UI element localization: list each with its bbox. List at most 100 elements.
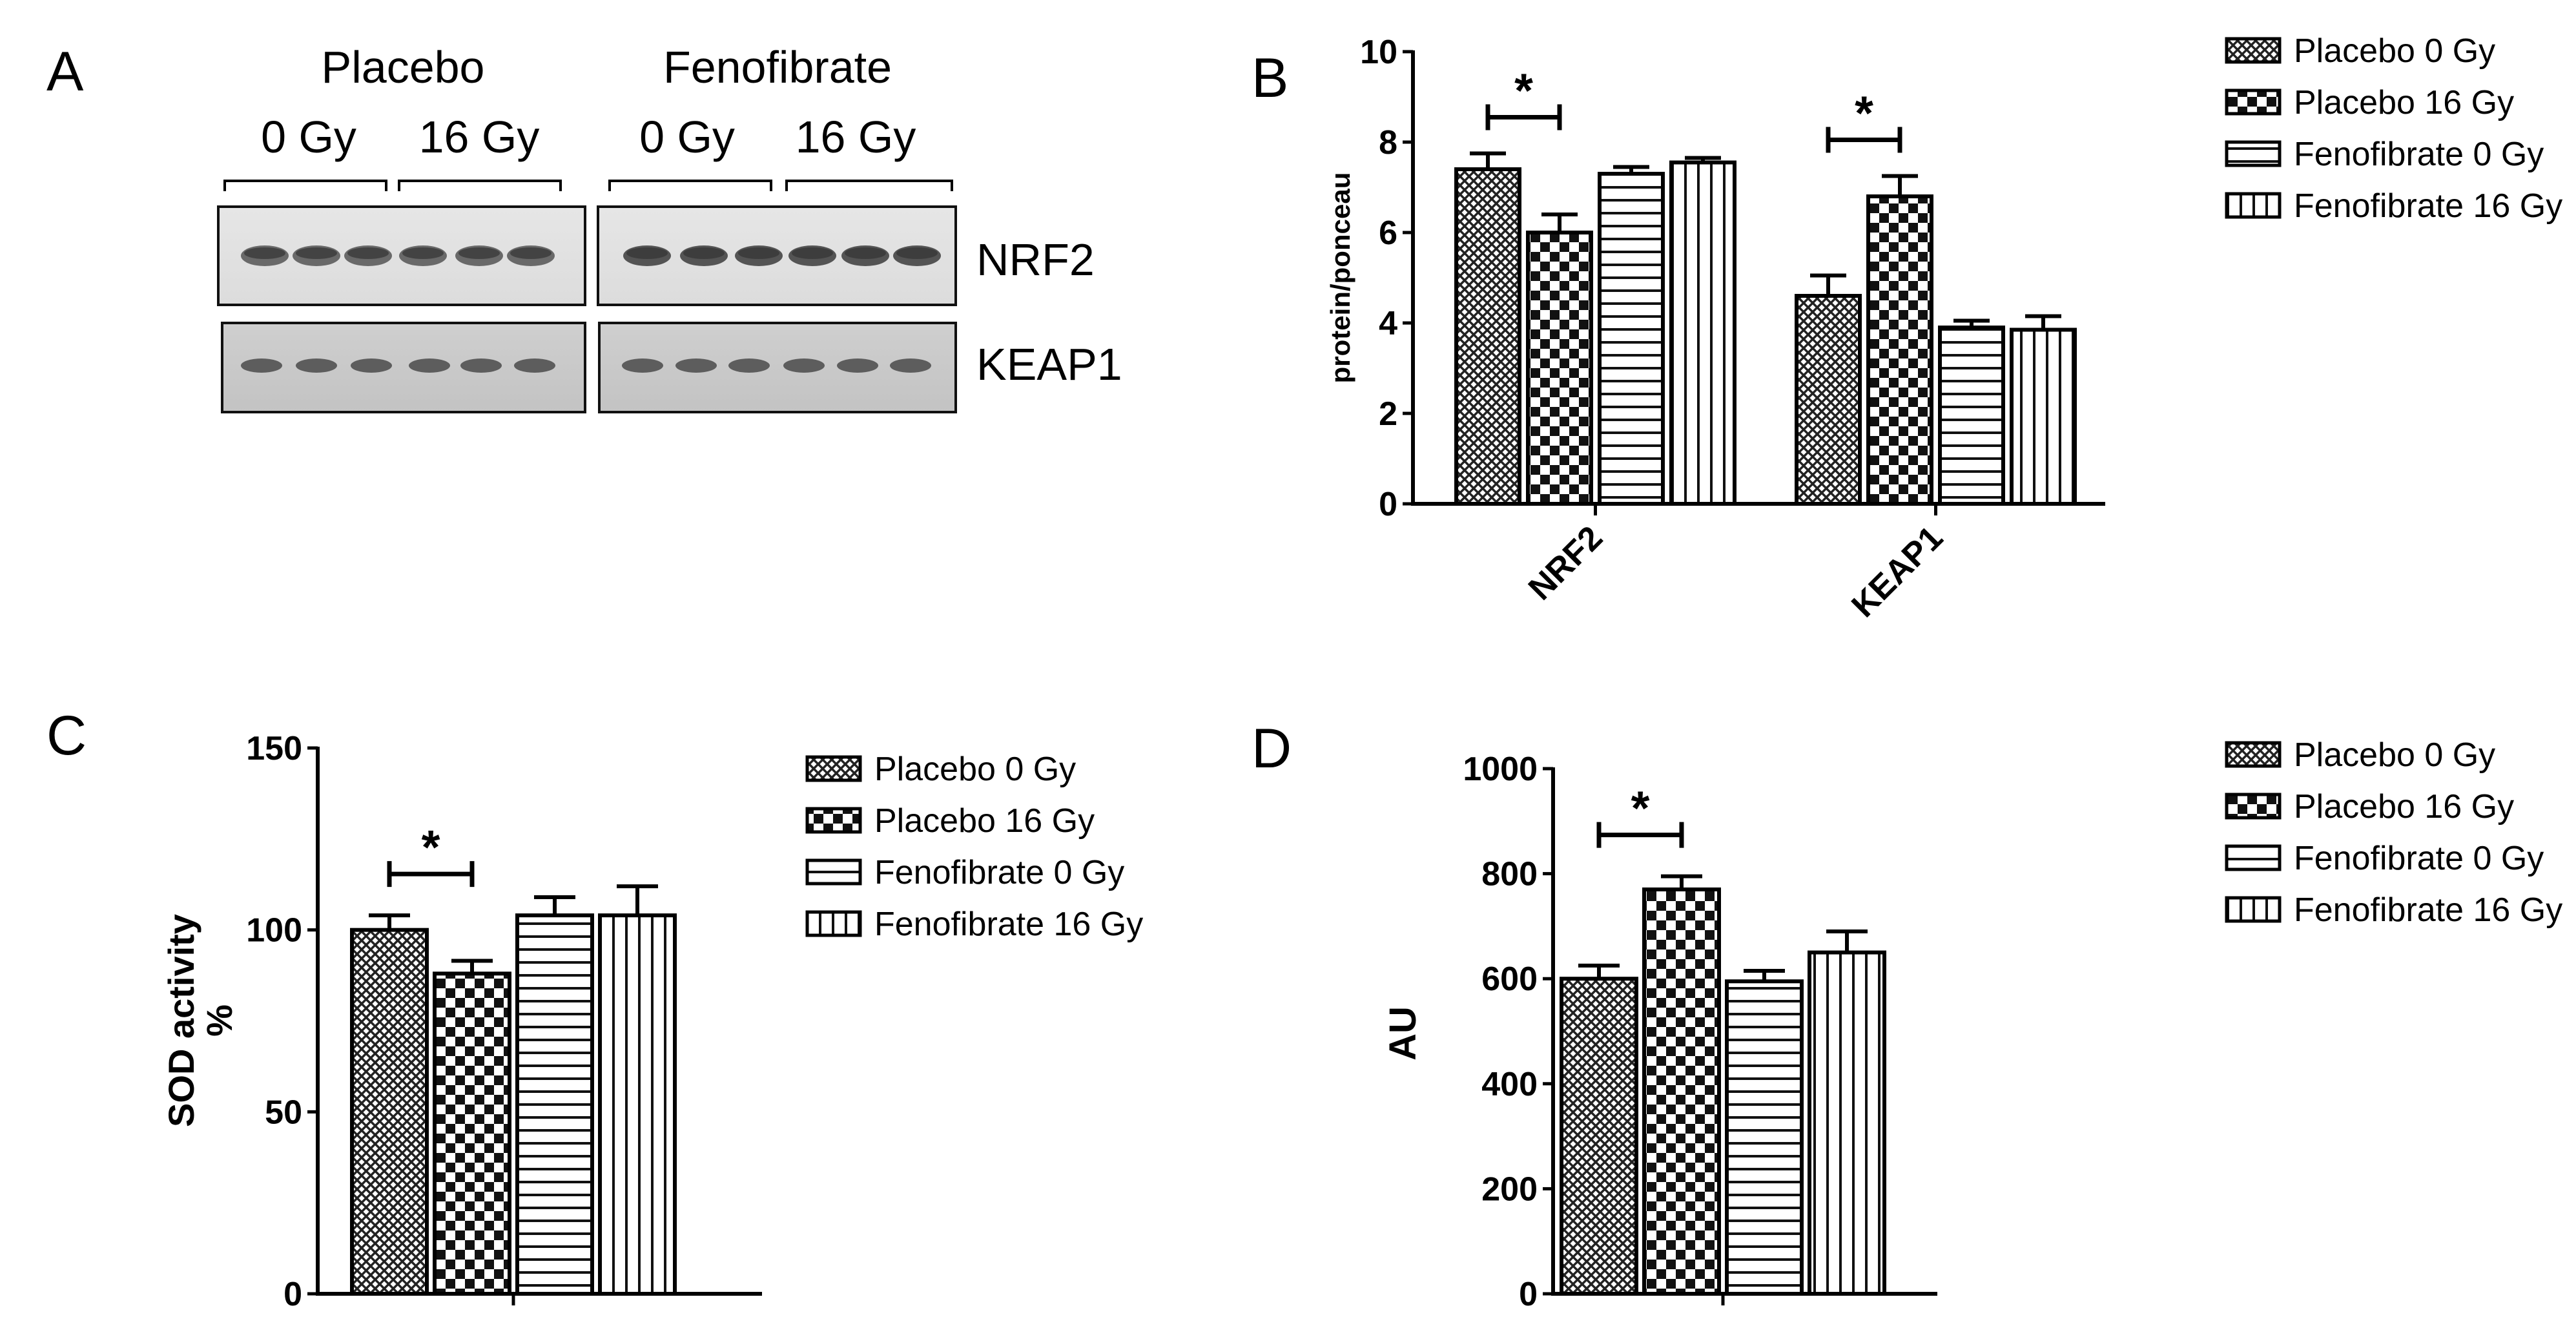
y-tick-label: 50 xyxy=(265,1094,302,1131)
legend-label: Fenofibrate 16 Gy xyxy=(874,906,1143,943)
y-axis-title: % xyxy=(199,1004,240,1037)
blot-dose-placebo-0gy: 0 Gy xyxy=(261,112,356,162)
bar-placebo-16-gy xyxy=(1642,887,1721,1296)
blot-band-keap1 xyxy=(460,358,502,373)
legend-label: Placebo 16 Gy xyxy=(2294,788,2514,825)
y-tick-label: 200 xyxy=(1481,1170,1538,1208)
blot-bracket-fenofibrate-0gy xyxy=(608,180,772,191)
bar-fenofibrate-16-gy xyxy=(598,913,677,1296)
legend-swatch xyxy=(805,807,862,834)
y-tick-label: 1000 xyxy=(1463,751,1538,788)
y-tick-label: 400 xyxy=(1481,1066,1538,1103)
bar-placebo-16-gy-nrf2 xyxy=(1526,231,1593,506)
bar-fenofibrate-16-gy-keap1 xyxy=(2010,327,2077,506)
y-tick-label: 4 xyxy=(1379,305,1397,342)
legend-swatch xyxy=(805,858,862,886)
blot-band-nrf2-core xyxy=(738,247,779,259)
panel-a: A Placebo Fenofibrate 0 Gy 16 Gy 0 Gy 16… xyxy=(46,41,1122,413)
blot-dose-fenofibrate-0gy: 0 Gy xyxy=(639,112,735,162)
legend-label: Placebo 0 Gy xyxy=(2294,736,2495,774)
y-axis-title: protein/ponceau xyxy=(1325,172,1355,384)
blot-row-label-keap1: KEAP1 xyxy=(976,339,1122,389)
blot-band-keap1 xyxy=(514,358,555,373)
legend-swatch xyxy=(805,910,862,937)
legend-label: Fenofibrate 16 Gy xyxy=(2294,891,2562,929)
bar-placebo-16-gy-keap1 xyxy=(1866,194,1933,506)
bar-placebo-0-gy xyxy=(350,928,429,1296)
panel-label-b: B xyxy=(1252,47,1288,109)
legend-swatch xyxy=(2225,896,2282,923)
legend-label: Fenofibrate 16 Gy xyxy=(2294,187,2562,225)
chart-panel-b: 0 2 4 6 8 10 protein/ponceau NRF2 KEAP1 * * Placebo… xyxy=(1325,32,2562,625)
blot-band-nrf2-core xyxy=(626,247,668,259)
y-tick-label: 0 xyxy=(1519,1276,1538,1313)
bar-fenofibrate-0-gy-nrf2 xyxy=(1598,172,1665,506)
y-tick-label: 6 xyxy=(1379,214,1397,252)
legend-swatch xyxy=(805,755,862,782)
bar-fenofibrate-16-gy xyxy=(1808,950,1886,1296)
bar-fenofibrate-0-gy xyxy=(515,913,594,1296)
blot-band-nrf2-core xyxy=(510,247,551,259)
legend-label: Placebo 0 Gy xyxy=(874,751,1076,788)
blot-row-label-nrf2: NRF2 xyxy=(976,234,1095,285)
chart-panel-d: 0 200 400 600 800 1000 AU * Placebo 0 Gy Placebo … xyxy=(1382,736,2562,1313)
panel-label-c: C xyxy=(46,705,87,767)
legend-swatch xyxy=(2225,37,2282,64)
blot-band-nrf2-core xyxy=(244,247,285,259)
bar-placebo-16-gy xyxy=(433,971,511,1296)
bar-placebo-0-gy-keap1 xyxy=(1795,294,1862,506)
blot-band-keap1 xyxy=(728,358,770,373)
chart-panel-c: 0 50 100 150 SOD activity% * Placebo 0 Gy Place… xyxy=(161,730,1143,1313)
bar-placebo-0-gy xyxy=(1560,977,1638,1296)
blot-bands xyxy=(241,245,941,373)
significance-star: * xyxy=(1514,64,1533,118)
significance-star: * xyxy=(1855,87,1873,140)
blot-band-nrf2-core xyxy=(347,247,389,259)
blot-band-keap1 xyxy=(409,358,450,373)
bar-fenofibrate-0-gy xyxy=(1725,979,1804,1296)
blot-band-nrf2-core xyxy=(296,247,337,259)
legend-swatch xyxy=(2225,192,2282,219)
panel-label-a: A xyxy=(46,41,84,103)
legend-swatch xyxy=(2225,741,2282,768)
legend-label: Placebo 16 Gy xyxy=(874,802,1095,840)
blot-band-keap1 xyxy=(837,358,878,373)
blot-band-nrf2-core xyxy=(792,247,833,259)
y-tick-label: 8 xyxy=(1379,124,1397,161)
legend-swatch xyxy=(2225,140,2282,167)
blot-bracket-fenofibrate-16gy xyxy=(785,180,953,191)
y-tick-label: 100 xyxy=(246,912,302,950)
x-tick-label-nrf2: NRF2 xyxy=(1521,519,1610,607)
blot-band-keap1 xyxy=(890,358,931,373)
y-tick-label: 10 xyxy=(1360,34,1397,71)
blot-band-nrf2-core xyxy=(845,247,886,259)
blot-dose-fenofibrate-16gy: 16 Gy xyxy=(796,112,916,162)
y-tick-label: 600 xyxy=(1481,960,1538,998)
blot-band-keap1 xyxy=(675,358,717,373)
legend-label: Fenofibrate 0 Gy xyxy=(2294,840,2544,877)
panel-label-d: D xyxy=(1252,718,1292,780)
blot-bracket-placebo-0gy xyxy=(223,180,387,191)
blot-band-keap1 xyxy=(622,358,663,373)
blot-band-nrf2-core xyxy=(402,247,444,259)
legend-label: Placebo 16 Gy xyxy=(2294,84,2514,121)
blot-band-keap1 xyxy=(783,358,825,373)
y-tick-label: 2 xyxy=(1379,395,1397,433)
legend-label: Fenofibrate 0 Gy xyxy=(874,854,1124,891)
blot-dose-placebo-16gy: 16 Gy xyxy=(419,112,540,162)
blot-group-fenofibrate: Fenofibrate xyxy=(663,42,892,92)
legend-label: Fenofibrate 0 Gy xyxy=(2294,136,2544,173)
significance-star: * xyxy=(1631,782,1650,835)
blot-band-nrf2-core xyxy=(896,247,938,259)
bar-placebo-0-gy-nrf2 xyxy=(1454,167,1521,506)
y-axis-title: AU xyxy=(1382,1006,1424,1061)
legend-swatch xyxy=(2225,844,2282,871)
y-tick-label: 0 xyxy=(283,1276,302,1313)
legend-swatch xyxy=(2225,88,2282,116)
blot-bracket-placebo-16gy xyxy=(398,180,562,191)
bar-fenofibrate-16-gy-nrf2 xyxy=(1669,160,1736,506)
blot-band-nrf2-core xyxy=(459,247,500,259)
blot-band-keap1 xyxy=(351,358,392,373)
x-tick-label-keap1: KEAP1 xyxy=(1844,519,1950,625)
